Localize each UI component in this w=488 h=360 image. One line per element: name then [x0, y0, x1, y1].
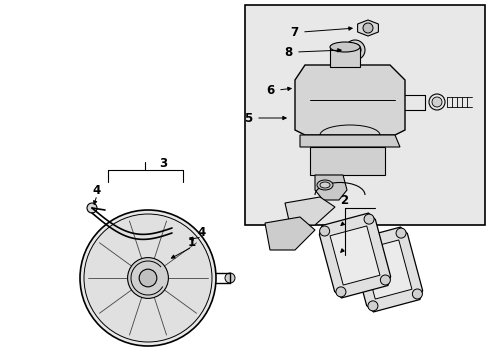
Circle shape	[84, 214, 212, 342]
Circle shape	[80, 210, 216, 346]
Circle shape	[411, 289, 422, 299]
Polygon shape	[361, 240, 411, 299]
Circle shape	[87, 203, 97, 213]
Ellipse shape	[329, 42, 359, 52]
Polygon shape	[314, 175, 346, 200]
Polygon shape	[285, 197, 334, 225]
Ellipse shape	[319, 182, 329, 188]
Polygon shape	[294, 65, 404, 135]
Circle shape	[367, 301, 377, 311]
Circle shape	[364, 214, 373, 224]
Text: 5: 5	[244, 112, 252, 125]
Text: 6: 6	[265, 84, 274, 96]
Polygon shape	[299, 135, 399, 147]
Polygon shape	[319, 213, 390, 298]
Circle shape	[395, 228, 405, 238]
Circle shape	[380, 275, 389, 285]
Text: 4: 4	[93, 184, 101, 197]
Text: 2: 2	[339, 194, 347, 207]
Polygon shape	[357, 20, 378, 36]
Circle shape	[335, 287, 345, 297]
Circle shape	[345, 40, 364, 60]
Polygon shape	[264, 217, 314, 250]
Circle shape	[127, 258, 168, 298]
Ellipse shape	[316, 180, 332, 190]
Text: 1: 1	[187, 235, 196, 248]
Circle shape	[319, 226, 329, 236]
Polygon shape	[351, 227, 422, 312]
Circle shape	[351, 47, 357, 53]
Circle shape	[224, 273, 235, 283]
Polygon shape	[309, 147, 384, 175]
Text: 3: 3	[159, 157, 167, 170]
Circle shape	[362, 23, 372, 33]
Circle shape	[351, 240, 361, 250]
Circle shape	[139, 269, 157, 287]
Text: 4: 4	[198, 225, 206, 239]
Text: 8: 8	[284, 45, 291, 59]
Circle shape	[348, 44, 360, 56]
Polygon shape	[329, 226, 379, 285]
Bar	[329, 47, 359, 67]
Circle shape	[431, 97, 441, 107]
Bar	[244, 5, 484, 225]
Text: 7: 7	[289, 26, 298, 39]
Circle shape	[181, 233, 191, 243]
